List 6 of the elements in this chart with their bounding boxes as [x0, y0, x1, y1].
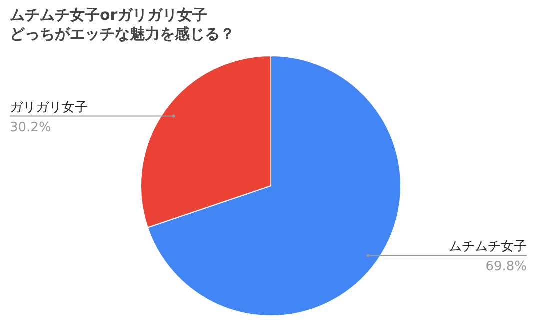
- data-label: 30.2%: [10, 120, 52, 136]
- data-label: 69.8%: [486, 260, 527, 275]
- chart-title: ムチムチ女子orガリガリ女子: [10, 6, 208, 24]
- chart-subtitle: どっちがエッチな魅力を感じる？: [10, 25, 235, 43]
- slice-label: ガリガリ女子: [10, 100, 88, 116]
- slice-label: ムチムチ女子: [449, 240, 527, 255]
